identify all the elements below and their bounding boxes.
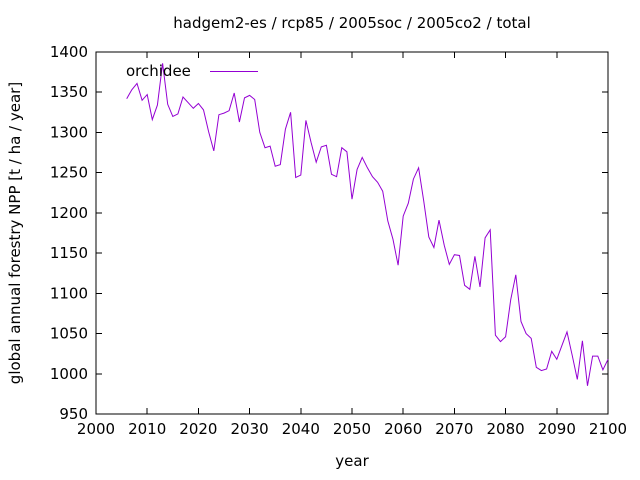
legend-series-label: orchidee [126, 62, 191, 80]
x-tick-label: 2100 [589, 420, 627, 438]
y-tick-label: 1150 [50, 244, 88, 262]
chart-title: hadgem2-es / rcp85 / 2005soc / 2005co2 /… [173, 14, 531, 32]
plot-border [95, 51, 609, 415]
y-tick-label: 1250 [50, 164, 88, 182]
x-tick-label: 2030 [231, 420, 269, 438]
legend-line-sample-icon [210, 71, 258, 72]
x-tick-label: 2010 [128, 420, 166, 438]
x-tick-label: 2070 [435, 420, 473, 438]
legend: orchidee [126, 62, 258, 80]
x-axis-label: year [335, 452, 369, 470]
x-tick-label: 2050 [333, 420, 371, 438]
y-tick-label: 1200 [50, 204, 88, 222]
series-line-orchidee [126, 63, 609, 386]
y-tick-label: 1000 [50, 365, 88, 383]
y-tick-label: 1400 [50, 43, 88, 61]
x-tick-label: 2060 [384, 420, 422, 438]
y-tick-label: 1350 [50, 83, 88, 101]
x-tick-label: 2040 [282, 420, 320, 438]
y-tick-label: 950 [59, 405, 88, 423]
y-axis-label: global annual forestry NPP [t / ha / yea… [6, 81, 24, 385]
y-tick-label: 1050 [50, 325, 88, 343]
x-tick-label: 2020 [179, 420, 217, 438]
x-tick-label: 2080 [487, 420, 525, 438]
y-tick-label: 1100 [50, 284, 88, 302]
x-tick-label: 2090 [538, 420, 576, 438]
x-tick-label: 2000 [77, 420, 115, 438]
y-tick-label: 1300 [50, 123, 88, 141]
